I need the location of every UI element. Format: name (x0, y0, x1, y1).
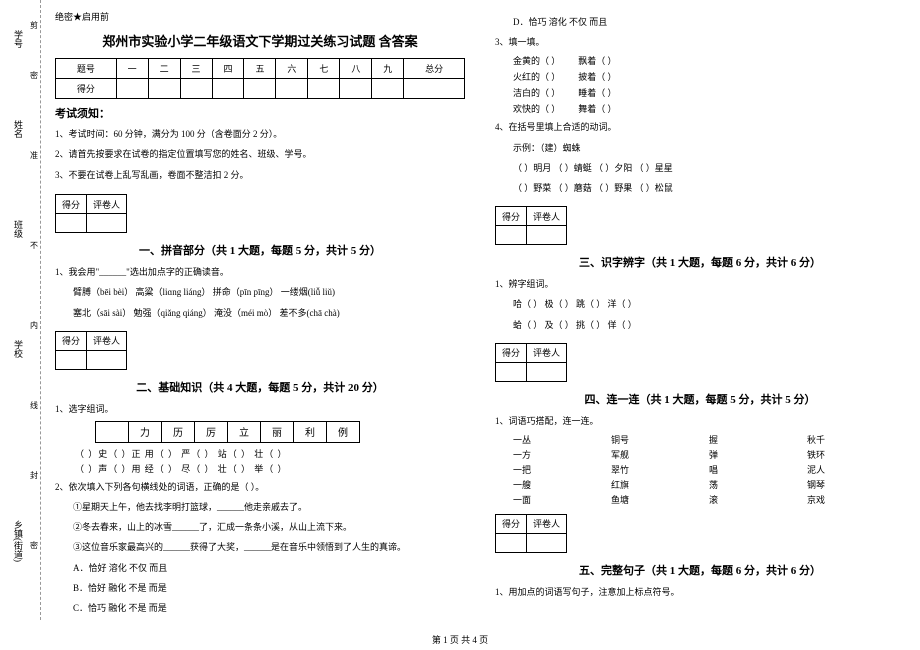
page-content: 绝密★启用前 郑州市实验小学二年级语文下学期过关练习试题 含答案 题号 一 二 … (40, 0, 920, 630)
match-block: 一丛铜号握秋千 一方军舰弹铁环 一把翠竹唱泥人 一艘红旗荡钢琴 一面鱼塘滚京戏 (495, 433, 905, 506)
section-2-title: 二、基础知识（共 4 大题，每题 5 分，共计 20 分） (55, 379, 465, 395)
notice-2: 2、请首先按要求在试卷的指定位置填写您的姓名、班级、学号。 (55, 147, 465, 161)
scorebox-s3: 得分评卷人 (495, 206, 567, 245)
s2-q3: 3、填一填。 (495, 34, 905, 50)
s2-q2-l1: ①星期天上午，他去找李明打篮球，______他走亲戚去了。 (55, 499, 465, 515)
s3-q1: 1、辨字组词。 (495, 276, 905, 292)
scorebox-s4: 得分评卷人 (495, 343, 567, 382)
score-header-table: 题号 一 二 三 四 五 六 七 八 九 总分 得分 (55, 58, 465, 99)
sidebar-banji: 班级 (12, 220, 25, 238)
s2-q4-r1: （ ）明月 （ ）蜻蜓 （ ）夕阳 （ ）星星 (495, 160, 905, 176)
scorebox-s2: 得分评卷人 (55, 331, 127, 370)
sidebar-xiangzhen: 乡镇(街道) (12, 520, 25, 562)
section-4-title: 四、连一连（共 1 大题，每题 5 分，共计 5 分） (495, 391, 905, 407)
s2-opt-b: B．恰好 融化 不是 而是 (55, 580, 465, 596)
s1-q1: 1、我会用"______"选出加点字的正确读音。 (55, 264, 465, 280)
scorebox-s1: 得分评卷人 (55, 194, 127, 233)
char-row-1: （ ）史（ ）正 用（ ） 严（ ） 站（ ） 壮（ ） (75, 447, 465, 460)
char-row-2: （ ）声（ ）用 经（ ） 尽（ ） 壮（ ） 举（ ） (75, 462, 465, 475)
scorebox-s5: 得分评卷人 (495, 514, 567, 553)
exam-title: 郑州市实验小学二年级语文下学期过关练习试题 含答案 (55, 31, 465, 50)
s2-opt-d: D．恰巧 溶化 不仅 而且 (495, 14, 905, 30)
notice-title: 考试须知： (55, 105, 465, 121)
s5-q1: 1、用加点的词语写句子，注意加上标点符号。 (495, 584, 905, 600)
s2-q1: 1、选字组词。 (55, 401, 465, 417)
s2-q2: 2、依次填入下列各句横线处的词语，正确的是（ ）。 (55, 479, 465, 495)
notice-3: 3、不要在试卷上乱写乱画，卷面不整洁扣 2 分。 (55, 168, 465, 182)
s2-q2-l3: ③这位音乐家最高兴的______获得了大奖，______是在音乐中领悟到了人生的… (55, 539, 465, 555)
sidebar-xuehao: 学号 (12, 30, 25, 48)
s3-r2: 蛤（ ） 及（ ） 挑（ ） 佯（ ） (495, 317, 905, 333)
s1-line2: 塞北（sāi sài） 勉强（qiǎng qiáng） 淹没（méi mò） 差… (55, 305, 465, 321)
match-row-1: 一方军舰弹铁环 (513, 448, 905, 461)
s2-opt-c: C．恰巧 融化 不是 而是 (55, 600, 465, 616)
match-row-3: 一艘红旗荡钢琴 (513, 478, 905, 491)
match-row-4: 一面鱼塘滚京戏 (513, 493, 905, 506)
match-row-2: 一把翠竹唱泥人 (513, 463, 905, 476)
sidebar-xingming: 姓名 (12, 120, 25, 138)
s3-r1: 哈（ ） 极（ ） 跳（ ） 洋（ ） (495, 296, 905, 312)
section-5-title: 五、完整句子（共 1 大题，每题 6 分，共计 6 分） (495, 562, 905, 578)
char-select-table: 力 历 厉 立 丽 利 例 (95, 421, 360, 443)
left-column: 绝密★启用前 郑州市实验小学二年级语文下学期过关练习试题 含答案 题号 一 二 … (40, 0, 480, 630)
sidebar-xuexiao: 学校 (12, 340, 25, 358)
q3-row-1: 火红的（ ） 披着（ ） (513, 70, 905, 83)
notice-1: 1、考试时间：60 分钟，满分为 100 分（含卷面分 2 分）。 (55, 127, 465, 141)
secret-label: 绝密★启用前 (55, 10, 465, 23)
s2-q4-r2: （ ）野菜 （ ）蘑菇 （ ）野果 （ ）松鼠 (495, 180, 905, 196)
s1-line1: 臂膊（bēi bèi） 高粱（liɑng liáng） 拼命（pīn pīng）… (55, 284, 465, 300)
q3-row-2: 洁白的（ ） 睡着（ ） (513, 86, 905, 99)
q3-row-0: 金黄的（ ） 飘着（ ） (513, 54, 905, 67)
section-1-title: 一、拼音部分（共 1 大题，每题 5 分，共计 5 分） (55, 242, 465, 258)
s2-q4: 4、在括号里填上合适的动词。 (495, 119, 905, 135)
page-footer: 第 1 页 共 4 页 (0, 633, 920, 646)
section-3-title: 三、识字辨字（共 1 大题，每题 6 分，共计 6 分） (495, 254, 905, 270)
s4-q1: 1、词语巧搭配，连一连。 (495, 413, 905, 429)
q3-row-3: 欢快的（ ） 舞着（ ） (513, 102, 905, 115)
match-row-0: 一丛铜号握秋千 (513, 433, 905, 446)
s2-q2-l2: ②冬去春来，山上的冰雪______了，汇成一条条小溪，从山上流下来。 (55, 519, 465, 535)
s2-q4-ex: 示例：（建）蜘蛛 (495, 140, 905, 156)
binding-sidebar: 学号 姓名 班级 学校 乡镇(街道) 剪 密 准 不 内 线 封 密 (0, 0, 41, 620)
right-column: D．恰巧 溶化 不仅 而且 3、填一填。 金黄的（ ） 飘着（ ） 火红的（ ）… (480, 0, 920, 630)
s2-opt-a: A．恰好 溶化 不仅 而且 (55, 560, 465, 576)
